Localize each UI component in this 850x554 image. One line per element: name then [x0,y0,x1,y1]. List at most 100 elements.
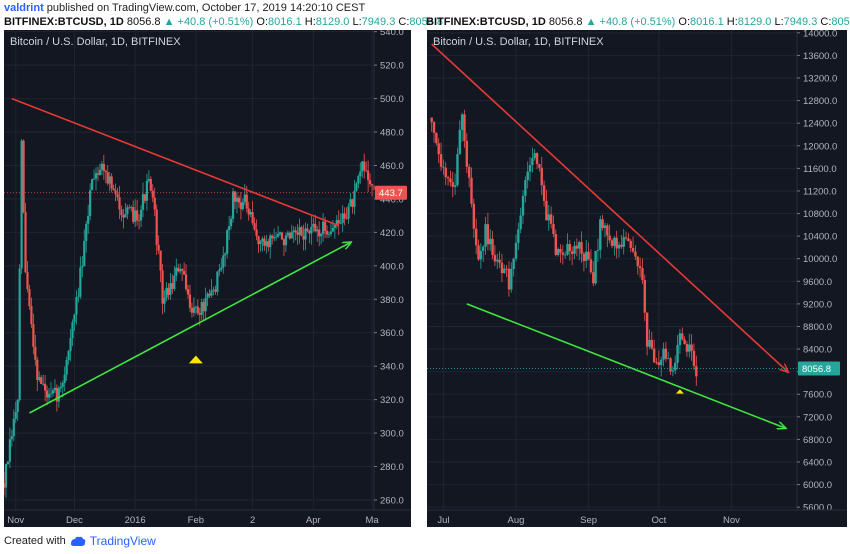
triangle-marker-icon [188,355,203,364]
candle-body [79,267,82,297]
chart-panel-right[interactable]: Bitcoin / U.S. Dollar, 1D, BITFINEX 5600… [427,30,847,527]
last-price-tag [798,361,840,376]
y-tick-label: 6800.0 [803,435,832,446]
candle-body [634,251,637,257]
x-axis-band [427,510,847,527]
candle-body [627,238,630,241]
candle-body [104,170,107,173]
candle-body [247,208,250,215]
y-tick-label: 13200.0 [803,74,837,85]
candle-body [470,177,473,204]
publication-info: published on TradingView.com, October 17… [46,2,366,14]
y-tick-label: 10800.0 [803,209,837,220]
last-price-tag-label: 443.7 [379,188,403,199]
candle-body [229,218,233,227]
gridlines [4,30,374,510]
candle-body [662,348,665,360]
candle-body [517,229,520,243]
candle-body [460,114,464,130]
x-tick-label: 2 [250,515,255,526]
candle-body [526,171,529,181]
candle-body [437,143,440,155]
candle-body [538,164,541,168]
x-tick-label: Ma [365,515,379,526]
triangle-marker-icon [675,389,684,394]
symbol-label[interactable]: BITFINEX:BTCUSD, 1D [426,16,546,28]
candle-body [194,306,197,308]
candle-body [692,350,696,367]
footer: Created with TradingView [4,534,156,548]
candle-body [353,191,356,207]
candle-body [349,199,352,207]
candle-body [200,302,203,315]
candle-body [177,267,180,272]
candle-body [212,289,215,291]
chart-canvas[interactable]: 5600.06000.06400.06800.07200.07600.08000… [427,30,847,527]
candle-body [206,293,209,298]
y-tick-label: 540.0 [380,30,404,38]
candle-body [432,121,436,133]
gridlines [427,30,797,510]
candle-body [582,253,586,261]
open-value: 8016.1 [268,16,302,28]
candle-body [624,237,628,239]
candle-body [496,259,499,262]
tradingview-brand[interactable]: TradingView [89,534,156,548]
candle-body [327,233,331,235]
author-name[interactable]: valdrint [4,2,44,14]
candle-body [549,214,553,224]
candle-body [368,180,372,185]
candle-body [681,333,684,340]
candle-body [545,200,548,221]
candle-body [284,235,288,246]
candle-body [578,242,581,249]
candle-body [667,358,670,360]
candle-body [190,307,194,313]
candle-body [153,197,156,210]
tradingview-logo-icon [70,536,86,546]
candle-body [198,313,201,315]
candle-body [306,228,309,231]
y-tick-label: 300.0 [380,429,404,440]
y-tick-label: 11600.0 [803,164,837,175]
last-price-tag-label: 8056.8 [802,364,831,375]
chart-panel-left[interactable]: Bitcoin / U.S. Dollar, 1D, BITFINEX 260.… [4,30,411,527]
candle-body [467,166,471,178]
candle-body [528,165,532,172]
candle-body [304,228,307,240]
x-tick-label: Sep [580,515,597,526]
candle-body [77,296,80,298]
candle-body [617,244,621,249]
candle-body [149,178,152,191]
candle-body [89,190,92,216]
y-tick-label: 260.0 [380,495,404,506]
candle-body [24,212,27,273]
y-tick-label: 12800.0 [803,96,837,107]
candle-body [531,158,534,166]
candle-body [184,274,188,290]
chart-canvas[interactable]: 260.0 280.0 300.0 320.0 340.0 360.0 380.0 400.0… [4,30,411,527]
candle-body [695,366,698,377]
candle-body [325,230,329,235]
y-tick-label: 7200.0 [803,412,832,423]
candle-body [14,411,17,419]
candle-body [4,483,6,488]
candle-body [73,314,76,323]
candle-body [357,176,360,184]
candle-body [359,171,362,177]
candle-body [367,170,370,181]
candle-body [110,176,113,189]
candle-body [255,229,258,237]
candle-body [316,229,319,232]
open-value: 8016.1 [690,16,724,28]
candle-body [318,229,321,237]
close-value: 8056.8 [831,16,850,28]
candle-body [22,140,25,213]
candle-body [491,238,494,256]
candle-body [216,271,219,292]
candle-body [69,338,72,351]
last-price-tag [375,185,407,200]
symbol-label[interactable]: BITFINEX:BTCUSD, 1D [4,16,124,28]
candle-body [90,179,94,191]
candle-body [442,166,445,168]
